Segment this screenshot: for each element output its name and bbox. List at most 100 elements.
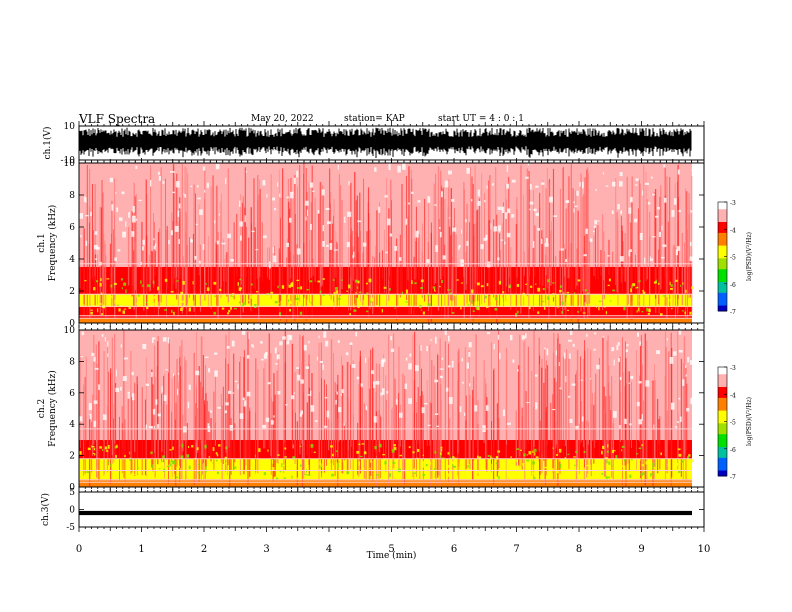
ch2-spectrogram-speckle — [679, 416, 682, 423]
ch2-spectrogram-speckle-low — [283, 477, 287, 479]
ch1-spectrogram-speckle-low — [120, 278, 123, 281]
ch1-spectrogram-speckle — [153, 238, 155, 241]
ch2-spectrogram-speckle-low — [208, 461, 210, 465]
ch2-spectrogram-speckle — [275, 363, 278, 365]
ch2-spectrogram-speckle-low — [263, 472, 267, 476]
ch1-spectrogram-speckle — [296, 248, 301, 255]
ch1-spectrogram-speckle — [378, 206, 381, 213]
ch1-spectrogram-speckle-low — [562, 292, 565, 295]
ch2-spectrogram-speckle-low — [137, 470, 140, 475]
ch2-spectrogram-speckle — [224, 410, 227, 414]
ch2-spectrogram-speckle — [267, 382, 271, 385]
ch1-spectrogram-speckle-low — [670, 284, 673, 287]
ch1-spectrogram-colorbar-cell — [718, 289, 727, 292]
ch1-spectrogram-speckle — [629, 249, 632, 252]
ch1-spectrogram-speckle-low — [632, 302, 636, 306]
ch2-spectrogram-speckle-low — [652, 466, 654, 470]
ch2-spectrogram-speckle-low — [532, 450, 534, 453]
ch2-spectrogram-speckle — [120, 344, 123, 348]
ch1-spectrogram-speckle — [402, 163, 406, 170]
ch1-spectrogram-speckle-low — [525, 283, 528, 285]
ch1-spectrogram-speckle-low — [309, 280, 313, 283]
ch2-spectrogram-speckle-low — [274, 459, 276, 461]
ch1-spectrogram-speckle — [650, 258, 654, 261]
ch2-spectrogram-speckle-low — [621, 445, 625, 448]
ch2-spectrogram-speckle-low — [232, 471, 235, 474]
ch1-spectrogram-colorbar-cell — [718, 249, 727, 252]
ch2-spectrogram-colorbar-cell — [718, 397, 727, 401]
ch1-spectrogram-speckle — [540, 182, 545, 185]
ch2-spectrogram-speckle — [335, 399, 337, 405]
ch2-spectrogram-colorbar-cell — [718, 383, 727, 386]
ch2-spectrogram-colorbar-cell — [718, 392, 727, 395]
ch2-spectrogram-speckle-low — [267, 449, 269, 452]
ch1-spectrogram-speckle — [573, 208, 575, 213]
ch1-spectrogram-speckle-low — [227, 312, 230, 315]
ch1-spectrogram-speckle-low — [276, 303, 280, 305]
ch2-spectrogram-speckle-low — [283, 464, 285, 467]
ch1-spectrogram-speckle — [525, 176, 529, 179]
ch2-spectrogram-speckle-low — [434, 451, 437, 454]
ch2-spectrogram-speckle — [512, 359, 515, 363]
ch2-spectrogram-speckle-low — [412, 451, 415, 454]
ch2-spectrogram-speckle — [265, 351, 268, 355]
ch1-spectrogram-speckle — [500, 239, 504, 241]
ch2-spectrogram-colorbar-ticklabel: -3 — [730, 365, 736, 372]
ch2-spectrogram-speckle — [243, 400, 247, 407]
ch2-spectrogram-speckle — [390, 348, 395, 353]
ch1-spectrogram-speckle-low — [157, 286, 160, 291]
ch1-spectrogram-speckle-low — [575, 296, 578, 300]
ch2-spectrogram-speckle — [409, 353, 412, 357]
ch1-spectrogram-speckle — [435, 246, 438, 249]
ch1-spectrogram-speckle — [215, 163, 220, 170]
ch2-spectrogram-speckle-low — [452, 464, 454, 467]
ch2-spectrogram-speckle — [360, 383, 363, 387]
ch2-spectrogram-colorbar-cell — [718, 401, 727, 404]
ch1-spectrogram-speckle-low — [290, 301, 293, 305]
ch1-spectrogram-speckle-low — [400, 302, 402, 305]
ch2-spectrogram-speckle — [101, 333, 104, 337]
ch2-spectrogram-speckle — [590, 378, 592, 380]
ch1-waveform — [79, 127, 692, 158]
ch2-spectrogram-speckle-low — [443, 477, 445, 481]
ch2-spectrogram-speckle — [151, 339, 154, 343]
ch2-spectrogram-speckle — [209, 410, 213, 413]
ch1-spectrogram-colorbar-cell — [718, 298, 727, 301]
ch2-spectrogram-speckle-low — [573, 456, 576, 458]
ch1-spectrogram-ytick-label: 4 — [69, 255, 75, 265]
ch1-waveform-line — [79, 127, 692, 158]
ch2-spectrogram-speckle-low — [215, 459, 218, 462]
ch2-spectrogram-speckle-low — [160, 460, 163, 463]
ch2-spectrogram-speckle — [163, 394, 167, 401]
ch2-spectrogram-speckle-low — [99, 446, 103, 449]
ch1-spectrogram-speckle — [115, 192, 117, 194]
ch2-spectrogram-speckle — [142, 344, 147, 350]
ch2-spectrogram-speckle-low — [150, 451, 153, 455]
ch2-spectrogram-speckle — [127, 391, 130, 399]
ch2-spectrogram-speckle — [613, 359, 615, 366]
ch2-spectrogram-colorbar-cell — [718, 386, 727, 390]
ch1-spectrogram-speckle — [128, 212, 131, 218]
ch2-spectrogram-speckle — [260, 341, 263, 344]
ch1-spectrogram-colorbar-cell — [718, 205, 727, 208]
ch2-spectrogram-speckle-low — [393, 469, 396, 473]
ch1-spectrogram-speckle-low — [486, 283, 489, 287]
ch1-spectrogram-speckle-low — [233, 307, 237, 310]
ch2-spectrogram-speckle-low — [574, 464, 576, 467]
ch1-spectrogram-speckle — [277, 182, 279, 187]
start-time-label: start UT = 4 : 0 : 1 — [438, 114, 524, 124]
ch2-spectrogram-speckle-low — [510, 456, 512, 459]
ch2-spectrogram-speckle-low — [124, 454, 126, 458]
ch1-spectrogram-speckle-low — [250, 283, 253, 286]
ch1-spectrogram-speckle-low — [509, 284, 511, 289]
ch2-spectrogram-speckle-low — [629, 474, 632, 478]
ch2-spectrogram-speckle-low — [607, 463, 609, 465]
ch2-spectrogram-speckle — [93, 356, 96, 362]
ch1-spectrogram-speckle — [385, 251, 388, 254]
ch2-spectrogram-speckle — [370, 370, 374, 375]
ch3-waveform — [79, 510, 692, 516]
ch2-spectrogram-colorbar-cell — [718, 381, 727, 384]
ch1-spectrogram-speckle-low — [607, 284, 610, 287]
ch1-spectrogram-speckle — [664, 197, 667, 203]
ch2-spectrogram-speckle-low — [107, 444, 110, 449]
